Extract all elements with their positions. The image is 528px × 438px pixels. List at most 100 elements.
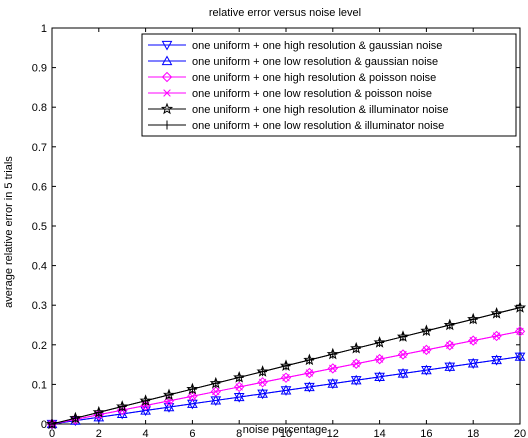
data-point (70, 413, 80, 423)
x-tick-label: 16 (420, 428, 432, 438)
plot-lines (45, 301, 527, 430)
data-point (235, 383, 243, 391)
data-point (304, 367, 315, 379)
data-point (329, 364, 337, 373)
data-point (304, 381, 315, 392)
y-tick-label: 1 (41, 23, 47, 35)
series-line (51, 356, 521, 425)
data-point (422, 346, 431, 354)
axes: 0 2 4 6 8 10 12 14 16 18 20 0 0.1 0.2 0.3 0.4 0.5 0.6 0.7 0… (32, 23, 526, 438)
legend-label: one uniform + one low resolution & poiss… (192, 88, 432, 100)
y-tick-label: 0.5 (32, 221, 47, 233)
x-tick-label: 0 (49, 428, 55, 438)
legend-marker (160, 102, 174, 115)
data-point (280, 384, 292, 395)
data-point (141, 396, 151, 406)
data-point (374, 371, 385, 381)
data-point (444, 361, 456, 371)
data-point (211, 378, 221, 388)
y-tick-label: 0 (41, 419, 47, 431)
y-tick-label: 0.2 (32, 340, 47, 352)
data-point (399, 350, 407, 359)
data-point (492, 332, 501, 340)
data-point (328, 349, 338, 359)
legend-entry: one uniform + one low resolution & poiss… (148, 88, 432, 100)
legend-label: one uniform + one high resolution & pois… (192, 72, 436, 84)
data-point (352, 360, 360, 368)
data-point (421, 344, 432, 356)
data-point (397, 349, 409, 360)
data-point (327, 378, 339, 388)
data-point (281, 361, 291, 371)
x-tick-label: 18 (467, 428, 479, 438)
data-point (305, 369, 314, 377)
data-point (444, 340, 456, 351)
data-point (210, 386, 222, 397)
data-point (421, 326, 431, 336)
data-point (468, 314, 478, 324)
data-point (210, 394, 222, 405)
legend-box (141, 33, 517, 137)
legend-marker (163, 89, 171, 97)
y-tick-label: 0.9 (32, 63, 47, 75)
data-point (280, 372, 292, 383)
data-point (234, 372, 244, 382)
data-point (117, 402, 127, 412)
data-point (492, 308, 502, 318)
chart-title: relative error versus noise level (209, 7, 361, 19)
legend-entry: one uniform + one low resolution & gauss… (148, 55, 438, 68)
data-point (116, 408, 128, 419)
data-point (233, 391, 245, 402)
x-tick-label: 2 (96, 428, 102, 438)
data-point (467, 335, 479, 346)
y-tick-label: 0.8 (32, 102, 47, 114)
data-point (421, 364, 432, 375)
legend-marker (161, 40, 173, 51)
data-point (350, 358, 362, 369)
y-tick-label: 0.6 (32, 181, 47, 193)
data-point (445, 320, 455, 330)
data-point (375, 355, 384, 363)
data-point (491, 330, 502, 342)
data-point (258, 378, 267, 387)
y-tick-label: 0.4 (32, 261, 47, 273)
data-point (187, 398, 198, 408)
legend-marker (161, 71, 173, 83)
x-tick-label: 6 (189, 428, 195, 438)
data-point (187, 384, 197, 394)
data-point (397, 367, 409, 378)
x-tick-label: 12 (327, 428, 339, 438)
legend-marker (162, 120, 172, 130)
x-tick-label: 4 (143, 428, 149, 438)
legend-entry: one uniform + one low resolution & illum… (148, 120, 444, 132)
data-point (164, 390, 174, 400)
data-point (515, 303, 525, 313)
data-point (258, 367, 268, 377)
y-tick-label: 0.3 (32, 300, 47, 312)
data-point (375, 338, 385, 348)
data-point (304, 355, 314, 365)
y-tick-label: 0.1 (32, 379, 47, 391)
series-6 (47, 303, 525, 429)
x-tick-label: 14 (373, 428, 385, 438)
legend-entry: one uniform + one high resolution & pois… (148, 71, 436, 84)
legend-label: one uniform + one high resolution & illu… (192, 104, 449, 116)
legend-label: one uniform + one high resolution & gaus… (192, 40, 442, 52)
data-point (116, 404, 128, 416)
x-axis-label: noise percentage (243, 424, 327, 436)
data-point (257, 388, 268, 398)
data-point (212, 387, 220, 396)
data-point (374, 353, 385, 365)
x-tick-label: 8 (236, 428, 242, 438)
y-axis-label: average relative error in 5 trials (3, 156, 15, 308)
x-tick-label: 20 (514, 428, 526, 438)
legend-marker (161, 55, 173, 66)
data-point (516, 327, 524, 336)
data-point (514, 351, 526, 361)
data-point (282, 373, 290, 382)
data-point (257, 377, 268, 388)
data-point (514, 326, 526, 337)
legend: one uniform + one high resolution & gaus… (141, 33, 517, 137)
data-point (188, 392, 197, 400)
data-point (233, 381, 245, 393)
